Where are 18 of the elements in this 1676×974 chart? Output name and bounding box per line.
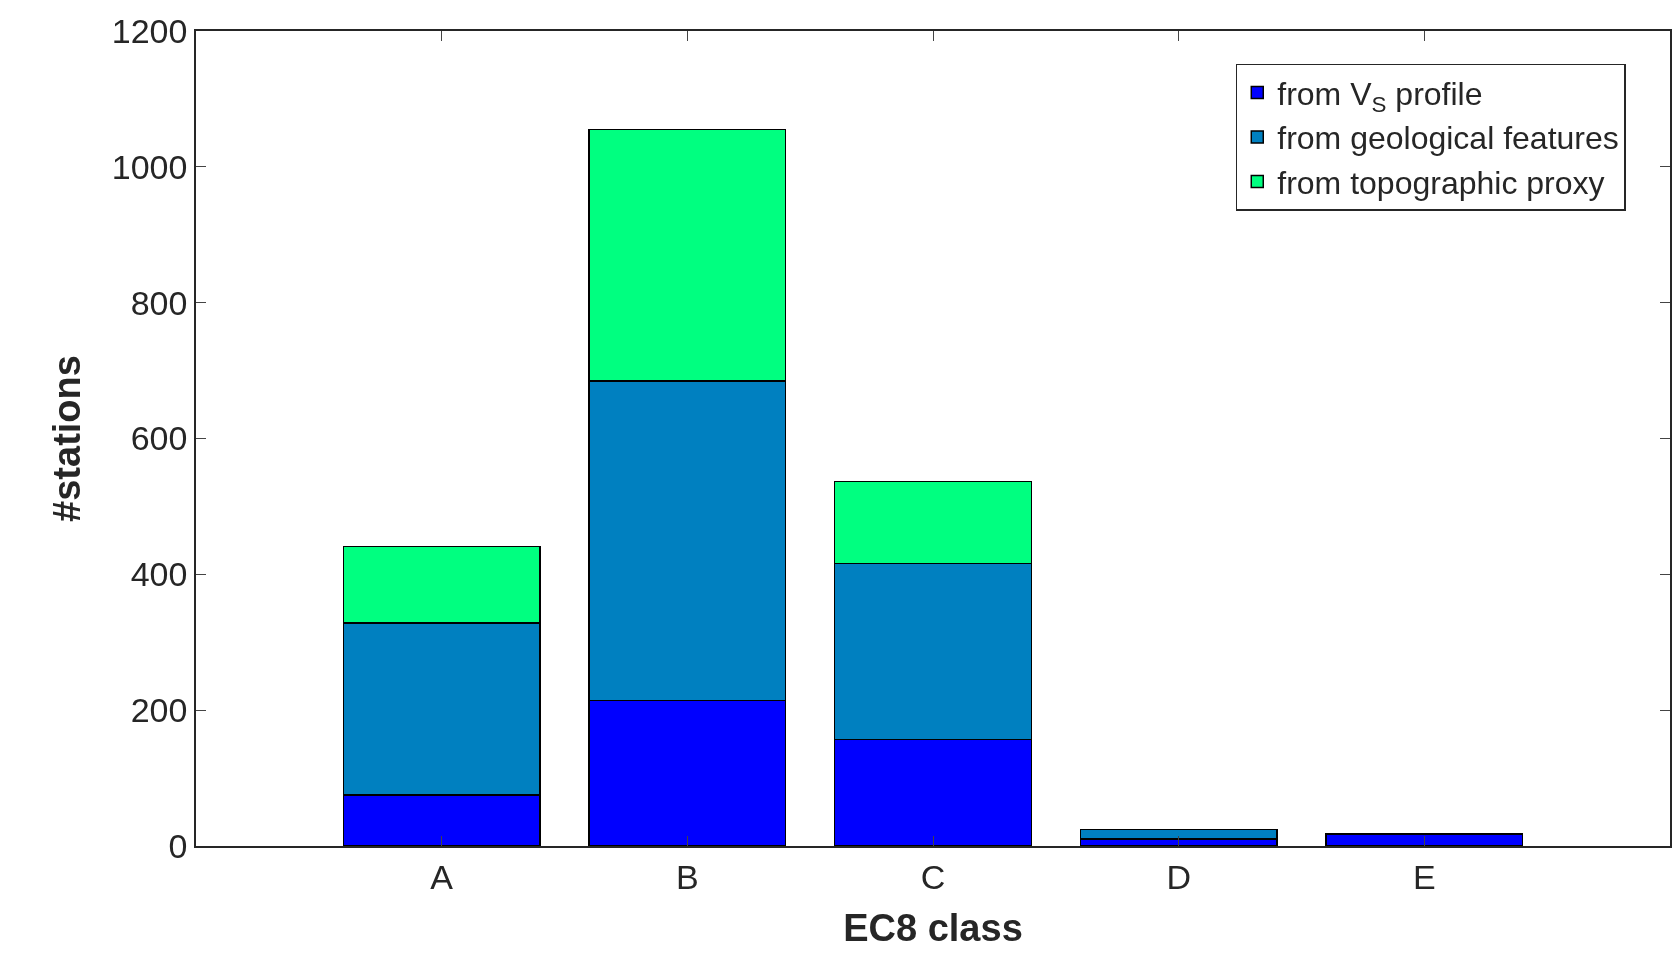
legend-label: from geological features [1277,120,1619,157]
x-tick-label: D [1166,857,1191,896]
y-tick-label: 200 [130,691,188,730]
bar [1325,833,1524,846]
y-tick-label: 400 [130,555,188,594]
y-tick-label: 0 [168,826,188,865]
x-tick-label: A [430,857,454,896]
legend-label: from V$_{S}$ profile [1277,75,1483,117]
y-tick-label: 800 [130,283,188,322]
x-tick-label: E [1412,857,1436,896]
y-tick-label: 1200 [111,11,188,50]
x-tick-label: C [920,857,946,896]
x-tick-label: B [675,857,699,896]
x-axis-title: EC8 class [843,907,1023,950]
y-tick-label: 1000 [111,147,188,186]
y-axis-title: #stations [45,355,88,522]
legend-label: from topographic proxy [1277,165,1605,202]
y-tick-label: 600 [130,419,188,458]
